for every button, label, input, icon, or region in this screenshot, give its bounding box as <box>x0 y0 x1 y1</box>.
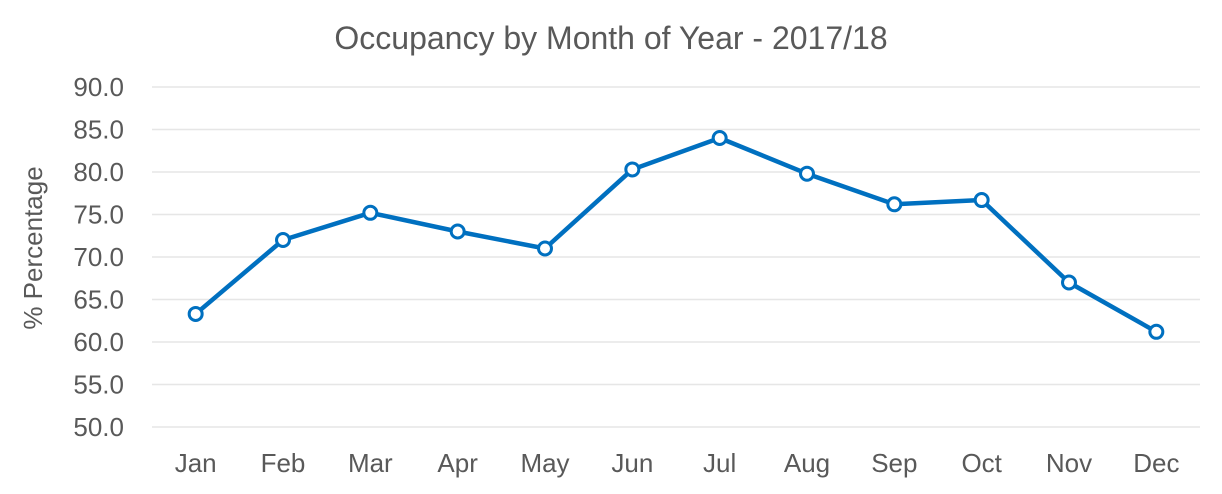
y-tick-label: 85.0 <box>73 115 124 145</box>
y-tick-label: 50.0 <box>73 412 124 442</box>
data-point-jun[interactable] <box>624 161 641 178</box>
data-point-dec[interactable] <box>1148 323 1165 340</box>
y-tick-label: 80.0 <box>73 157 124 187</box>
x-tick-label: Oct <box>961 448 1002 478</box>
x-tick-label: Feb <box>261 448 306 478</box>
x-tick-label: Aug <box>784 448 830 478</box>
series-group <box>187 130 1165 340</box>
x-tick-label: Jun <box>611 448 653 478</box>
y-tick-label: 65.0 <box>73 285 124 315</box>
y-tick-label: 90.0 <box>73 72 124 102</box>
data-point-nov[interactable] <box>1061 274 1077 291</box>
series-line <box>193 135 1159 335</box>
data-point-feb[interactable] <box>275 232 291 248</box>
x-tick-label: Mar <box>348 448 393 478</box>
y-tick-label: 60.0 <box>73 327 124 357</box>
y-tick-label: 55.0 <box>73 370 124 400</box>
x-tick-label: Apr <box>437 448 478 478</box>
data-point-sep[interactable] <box>886 196 903 213</box>
y-axis-ticks: 90.0 85.0 80.0 75.0 70.0 65.0 60.0 55.0 50.0 <box>73 72 124 442</box>
y-tick-label: 75.0 <box>73 200 124 230</box>
x-tick-label: Jul <box>703 448 736 478</box>
data-point-jan[interactable] <box>187 305 204 322</box>
y-tick-label: 70.0 <box>73 242 124 272</box>
data-point-apr[interactable] <box>449 223 466 240</box>
x-tick-label: Sep <box>871 448 917 478</box>
data-point-aug[interactable] <box>799 165 815 182</box>
data-point-oct[interactable] <box>973 192 990 209</box>
chart-title: Occupancy by Month of Year - 2017/18 <box>334 20 887 56</box>
y-axis-title: % Percentage <box>18 166 48 329</box>
data-point-may[interactable] <box>537 240 553 257</box>
x-tick-label: Dec <box>1133 448 1179 478</box>
x-tick-label: Nov <box>1046 448 1092 478</box>
x-axis-ticks: Jan Feb Mar Apr May Jun Jul Aug Sep Oct Nov Dec <box>175 448 1180 478</box>
x-tick-label: Jan <box>175 448 217 478</box>
x-tick-label: May <box>520 448 569 478</box>
data-point-jul[interactable] <box>711 130 728 146</box>
gridlines <box>152 86 1200 428</box>
data-point-mar[interactable] <box>362 204 379 221</box>
